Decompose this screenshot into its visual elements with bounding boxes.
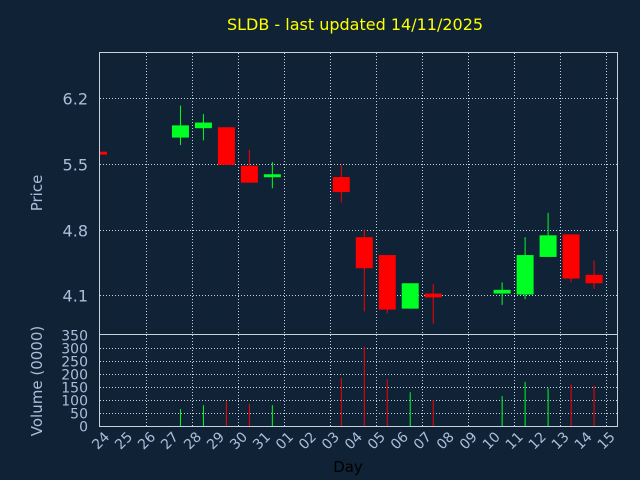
- candle-03: [332, 164, 350, 203]
- volume-tick-label: 0: [79, 420, 88, 436]
- x-tick-label: 28: [181, 429, 205, 453]
- candle-body: [401, 283, 419, 309]
- volume-axis-label: Volume (0000): [28, 326, 46, 436]
- candle-31: [263, 162, 281, 189]
- x-tick-label: 09: [457, 429, 481, 453]
- candle-10: [493, 282, 511, 305]
- volume-gridlines: [100, 335, 617, 426]
- candle-05: [378, 255, 396, 314]
- candle-24: [100, 151, 107, 155]
- volume-tick-label: 300: [61, 342, 88, 358]
- x-tick-label: 12: [526, 429, 550, 453]
- x-tick-label: 31: [250, 429, 274, 453]
- volume-tick-label: 100: [61, 394, 88, 410]
- x-tick-label: 07: [411, 429, 435, 453]
- x-tick-label: 30: [227, 429, 251, 453]
- price-tick-label: 6.2: [63, 90, 88, 109]
- volume-tick-label: 50: [70, 407, 88, 423]
- candle-12: [539, 212, 557, 257]
- candle-30: [240, 149, 258, 183]
- volume-tick-label: 350: [61, 329, 88, 345]
- price-panel: 6.2 5.5 4.8 4.1 Price: [28, 52, 618, 335]
- x-tick-label: 03: [319, 429, 343, 453]
- candle-body: [355, 237, 373, 269]
- chart-title: SLDB - last updated 14/11/2025: [227, 15, 483, 34]
- volume-tick-label: 250: [61, 355, 88, 371]
- x-axis-label: Day: [333, 458, 363, 476]
- volume-bars: [179, 346, 595, 426]
- candle-28: [194, 114, 212, 141]
- x-tick-label: 05: [365, 429, 389, 453]
- candle-body: [100, 151, 107, 155]
- volume-tick-label: 150: [61, 381, 88, 397]
- candle-body: [424, 293, 442, 298]
- x-tick-labels: 24 25 26 27 28 29 30 31 01 02 03 04 05 06 07 08 09 10 11 12…: [89, 429, 618, 453]
- candle-body: [493, 289, 511, 294]
- candle-29: [217, 127, 235, 165]
- candle-body: [194, 122, 212, 129]
- x-tick-label: 02: [296, 429, 320, 453]
- candle-04: [355, 229, 373, 312]
- price-tick-label: 5.5: [63, 156, 88, 175]
- x-tick-label: 15: [595, 429, 619, 453]
- candle-07: [424, 284, 442, 324]
- candle-11: [516, 237, 534, 300]
- candle-body: [263, 174, 281, 178]
- volume-plot-frame: [99, 334, 618, 427]
- x-tick-label: 14: [572, 429, 596, 453]
- x-tick-label: 27: [158, 429, 182, 453]
- candle-body: [585, 274, 603, 284]
- x-tick-label: 08: [434, 429, 458, 453]
- candle-06: [401, 283, 419, 309]
- price-plot-frame: [99, 52, 618, 335]
- x-tick-label: 13: [549, 429, 573, 453]
- candle-body: [171, 125, 189, 138]
- candle-body: [539, 235, 557, 257]
- candle-27: [171, 105, 189, 146]
- candle-14: [585, 260, 603, 289]
- x-tick-label: 26: [135, 429, 159, 453]
- price-y-tick-labels: 6.2 5.5 4.8 4.1: [63, 90, 88, 306]
- x-tick-label: 01: [273, 429, 297, 453]
- x-tick-label: 06: [388, 429, 412, 453]
- price-candles: [100, 105, 603, 324]
- price-gridlines: [100, 53, 617, 334]
- candle-13: [562, 234, 580, 283]
- price-tick-label: 4.8: [63, 222, 88, 241]
- x-tick-label: 04: [342, 429, 366, 453]
- x-tick-label: 25: [112, 429, 136, 453]
- candle-body: [378, 255, 396, 310]
- volume-tick-label: 200: [61, 368, 88, 384]
- x-tick-label: 10: [480, 429, 504, 453]
- x-tick-label: 24: [89, 429, 113, 453]
- candle-body: [217, 127, 235, 165]
- candle-body: [516, 255, 534, 295]
- candle-body: [332, 177, 350, 193]
- candle-body: [562, 234, 580, 279]
- price-tick-label: 4.1: [63, 287, 88, 306]
- x-tick-label: 29: [204, 429, 228, 453]
- price-axis-label: Price: [28, 175, 46, 212]
- x-tick-label: 11: [503, 429, 527, 453]
- candle-body: [240, 165, 258, 183]
